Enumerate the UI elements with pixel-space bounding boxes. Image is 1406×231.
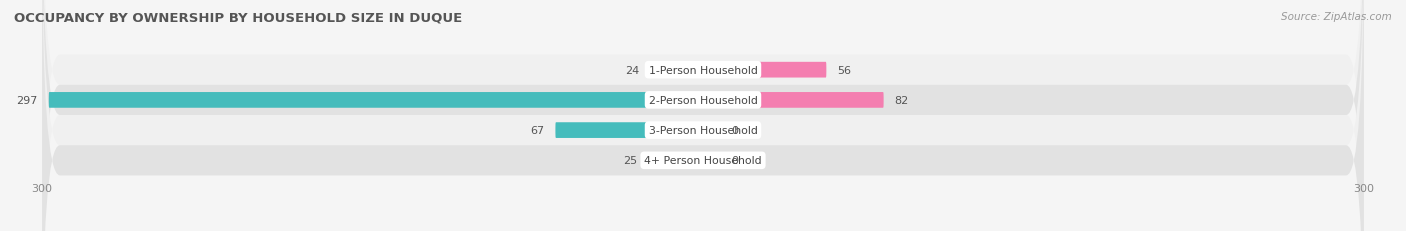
Text: 67: 67 <box>530 126 544 136</box>
FancyBboxPatch shape <box>648 153 703 168</box>
FancyBboxPatch shape <box>703 153 721 168</box>
Text: 0: 0 <box>731 156 738 166</box>
Text: 297: 297 <box>17 95 38 105</box>
Text: 56: 56 <box>838 65 852 75</box>
Text: 4+ Person Household: 4+ Person Household <box>644 156 762 166</box>
Text: 0: 0 <box>731 126 738 136</box>
Text: 25: 25 <box>623 156 637 166</box>
Text: 24: 24 <box>624 65 640 75</box>
FancyBboxPatch shape <box>49 93 703 108</box>
FancyBboxPatch shape <box>42 0 1364 231</box>
Text: OCCUPANCY BY OWNERSHIP BY HOUSEHOLD SIZE IN DUQUE: OCCUPANCY BY OWNERSHIP BY HOUSEHOLD SIZE… <box>14 12 463 24</box>
Text: Source: ZipAtlas.com: Source: ZipAtlas.com <box>1281 12 1392 21</box>
Text: 2-Person Household: 2-Person Household <box>648 95 758 105</box>
Text: 82: 82 <box>894 95 908 105</box>
FancyBboxPatch shape <box>703 63 827 78</box>
FancyBboxPatch shape <box>555 123 703 138</box>
FancyBboxPatch shape <box>650 63 703 78</box>
FancyBboxPatch shape <box>703 123 721 138</box>
FancyBboxPatch shape <box>42 0 1364 231</box>
FancyBboxPatch shape <box>42 0 1364 231</box>
Text: 3-Person Household: 3-Person Household <box>648 126 758 136</box>
Text: 1-Person Household: 1-Person Household <box>648 65 758 75</box>
FancyBboxPatch shape <box>42 0 1364 231</box>
FancyBboxPatch shape <box>703 93 883 108</box>
